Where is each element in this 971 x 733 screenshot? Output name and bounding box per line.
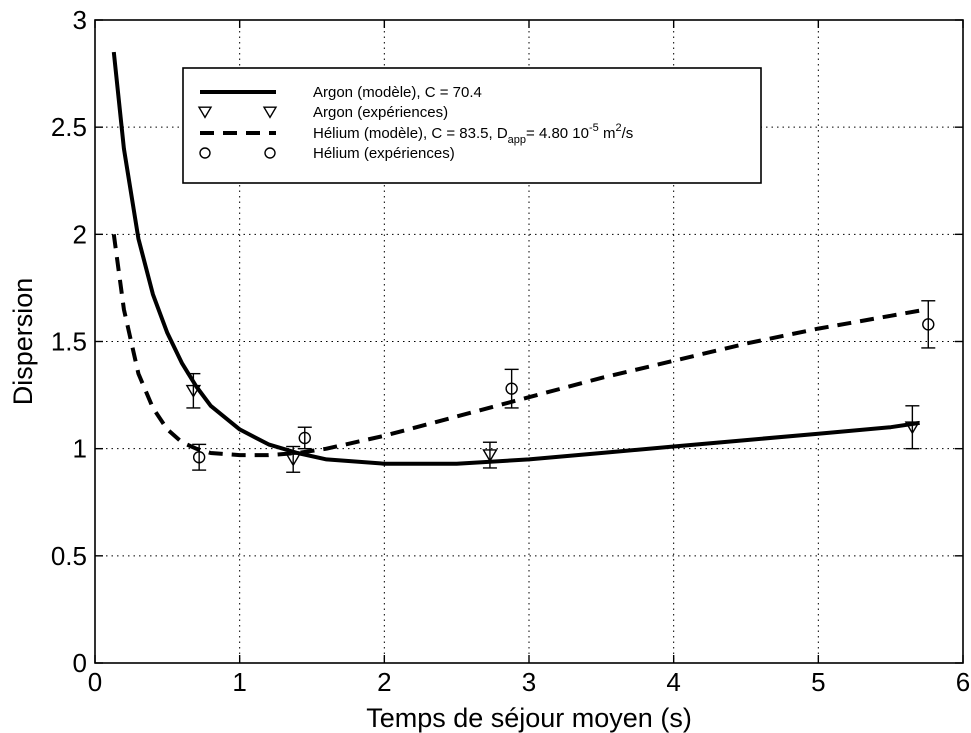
legend-triangle-marker bbox=[262, 106, 278, 119]
legend-box bbox=[182, 67, 762, 184]
y-tick-label: 2 bbox=[73, 219, 87, 249]
x-tick-label: 2 bbox=[377, 667, 391, 697]
legend-circle-marker bbox=[199, 147, 211, 159]
helium-model-line bbox=[111, 234, 928, 458]
y-tick-label: 2.5 bbox=[51, 112, 87, 142]
x-tick-label: 3 bbox=[522, 667, 536, 697]
legend: Argon (modèle), C = 70.4 Argon (expérienc… bbox=[182, 67, 762, 184]
y-tick-label: 0.5 bbox=[51, 541, 87, 571]
y-tick-label: 1.5 bbox=[51, 327, 87, 357]
x-tick-label: 6 bbox=[956, 667, 970, 697]
legend-entry-label: Argon (expériences) bbox=[313, 104, 448, 121]
helium-data-point bbox=[922, 318, 935, 331]
helium-data-point bbox=[505, 382, 518, 395]
legend-circle-marker bbox=[264, 147, 276, 159]
series-3 bbox=[192, 300, 936, 471]
series-1 bbox=[185, 372, 921, 473]
x-tick-label: 5 bbox=[811, 667, 825, 697]
y-tick-label: 3 bbox=[73, 5, 87, 35]
legend-entry-label: Hélium (modèle), C = 83.5, Dapp= 4.80 10… bbox=[313, 122, 633, 146]
y-tick-label: 1 bbox=[73, 434, 87, 464]
x-tick-label: 0 bbox=[88, 667, 102, 697]
helium-data-point bbox=[192, 451, 206, 464]
legend-entry-label: Hélium (expériences) bbox=[313, 145, 455, 162]
argon-data-point bbox=[185, 384, 202, 399]
x-tick-label: 4 bbox=[666, 667, 680, 697]
legend-entry-label: Argon (modèle), C = 70.4 bbox=[313, 84, 482, 101]
series-layer bbox=[111, 51, 936, 473]
argon-data-point bbox=[904, 421, 921, 435]
x-tick-label: 1 bbox=[232, 667, 246, 697]
argon-data-point bbox=[482, 449, 498, 463]
helium-data-point bbox=[298, 431, 311, 445]
y-tick-label: 0 bbox=[73, 648, 87, 678]
legend-triangle-marker bbox=[197, 106, 213, 119]
x-axis-title: Temps de séjour moyen (s) bbox=[366, 703, 692, 733]
axis-ticks: 0 1 2 3 4 5 6 0 0.5 1 1.5 2 2.5 3 bbox=[51, 5, 970, 697]
argon-data-point bbox=[285, 453, 301, 467]
series-0 bbox=[111, 51, 920, 466]
argon-model-line bbox=[111, 51, 920, 466]
series-2 bbox=[111, 234, 928, 458]
y-axis-title: Dispersion bbox=[8, 278, 38, 406]
